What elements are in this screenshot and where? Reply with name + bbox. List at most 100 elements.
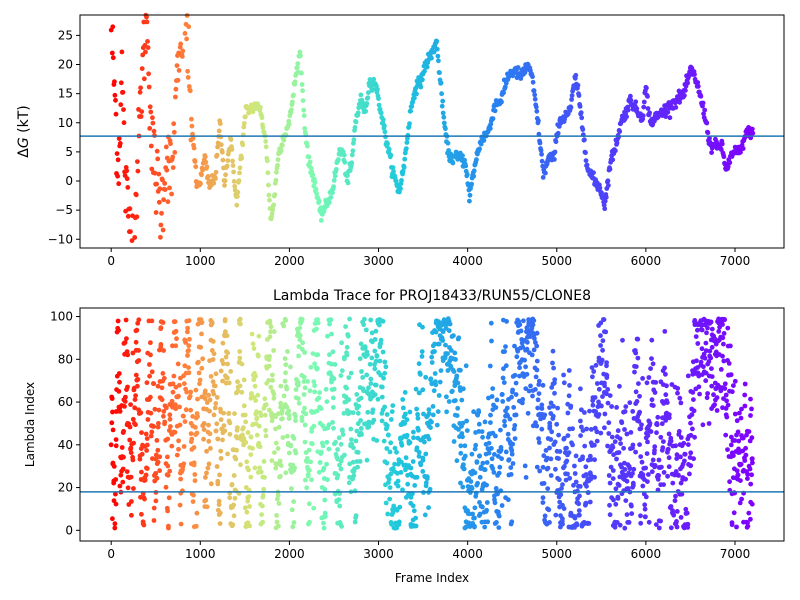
lambda-point <box>650 361 656 367</box>
lambda-point <box>617 383 622 389</box>
lambda-point <box>167 468 173 474</box>
delta-g-x-tick-label: 3000 <box>363 254 394 268</box>
lambda-point <box>494 520 499 525</box>
lambda-point <box>656 525 662 531</box>
lambda-point <box>639 422 644 428</box>
lambda-point <box>317 460 323 465</box>
lambda-point <box>675 472 681 478</box>
lambda-point <box>378 337 384 343</box>
lambda-point <box>685 442 691 447</box>
lambda-point <box>486 395 491 401</box>
lambda-point <box>617 436 623 442</box>
lambda-point <box>110 516 115 522</box>
delta-g-point <box>645 94 650 99</box>
delta-g-point <box>258 105 263 110</box>
lambda-point <box>216 498 222 504</box>
lambda-point <box>480 434 485 440</box>
delta-g-point <box>205 174 211 179</box>
lambda-point <box>174 452 180 458</box>
lambda-point <box>213 371 219 377</box>
lambda-point <box>522 357 527 363</box>
delta-g-point <box>161 197 167 203</box>
lambda-point <box>533 387 538 392</box>
delta-g-point <box>536 118 541 124</box>
lambda-point <box>482 467 488 473</box>
delta-g-point <box>281 137 287 143</box>
lambda-point <box>221 410 227 416</box>
lambda-point <box>309 429 314 434</box>
lambda-point <box>211 351 217 357</box>
lambda-point <box>534 464 540 470</box>
lambda-point <box>289 486 294 491</box>
lambda-point <box>218 456 224 461</box>
lambda-point <box>734 418 740 424</box>
delta-g-point <box>331 178 337 183</box>
lambda-point <box>540 464 546 470</box>
lambda-point <box>695 341 701 346</box>
lambda-point <box>612 439 618 445</box>
lambda-point <box>134 327 140 333</box>
lambda-point <box>721 358 727 364</box>
lambda-point <box>262 396 268 402</box>
lambda-point <box>426 505 431 510</box>
delta-g-point <box>640 113 646 119</box>
lambda-point <box>708 355 714 361</box>
lambda-point <box>190 499 196 504</box>
lambda-point <box>228 369 234 374</box>
lambda-point <box>198 344 204 350</box>
lambda-point <box>521 318 526 324</box>
lambda-point <box>436 341 442 347</box>
lambda-point <box>738 478 743 483</box>
lambda-point <box>209 320 215 325</box>
lambda-x-tick-label: 0 <box>107 547 115 561</box>
lambda-point <box>307 467 312 473</box>
delta-g-point <box>241 121 247 126</box>
lambda-point <box>472 446 478 452</box>
lambda-point <box>587 408 592 414</box>
delta-g-point <box>738 149 743 155</box>
delta-g-point <box>342 159 348 165</box>
delta-g-point <box>502 84 508 90</box>
lambda-point <box>414 406 419 412</box>
lambda-point <box>360 375 366 380</box>
lambda-point <box>362 344 368 350</box>
lambda-point <box>637 409 642 415</box>
lambda-point <box>474 460 480 465</box>
lambda-point <box>276 424 282 430</box>
lambda-point <box>573 453 579 459</box>
lambda-point <box>196 370 202 376</box>
lambda-point <box>626 520 632 525</box>
lambda-point <box>426 436 432 442</box>
lambda-point <box>512 423 518 428</box>
lambda-point <box>113 491 118 497</box>
lambda-point <box>399 442 405 448</box>
lambda-point <box>610 444 616 450</box>
lambda-point <box>691 408 697 414</box>
delta-g-point <box>112 92 118 98</box>
lambda-point <box>355 464 360 470</box>
delta-g-point <box>683 88 688 93</box>
lambda-point <box>688 463 694 468</box>
lambda-point <box>646 519 652 525</box>
lambda-point <box>658 434 664 440</box>
lambda-point <box>122 399 128 404</box>
lambda-point <box>548 473 554 478</box>
lambda-point <box>472 523 477 529</box>
lambda-point <box>395 478 401 484</box>
lambda-point <box>241 403 247 409</box>
lambda-point <box>536 391 542 396</box>
delta-g-point <box>321 209 327 214</box>
lambda-point <box>485 519 491 525</box>
lambda-point <box>210 357 216 362</box>
lambda-point <box>274 496 280 502</box>
lambda-point <box>172 402 178 408</box>
delta-g-point <box>641 104 647 110</box>
delta-g-point <box>641 99 647 105</box>
lambda-point <box>330 349 336 355</box>
delta-g-point <box>234 202 240 208</box>
lambda-point <box>309 477 314 483</box>
lambda-point <box>477 500 482 505</box>
lambda-point <box>526 388 532 394</box>
delta-g-point <box>336 157 341 163</box>
lambda-point <box>164 405 169 411</box>
